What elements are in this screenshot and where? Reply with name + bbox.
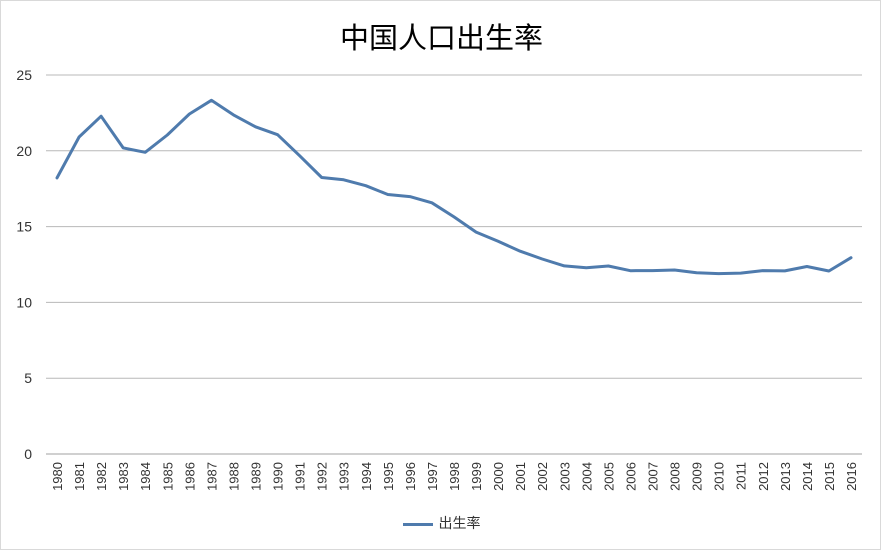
x-tick-label: 2015 [822, 462, 837, 491]
x-tick-label: 1985 [160, 462, 175, 491]
y-tick-label: 25 [16, 67, 32, 83]
x-tick-label: 1994 [359, 462, 374, 491]
x-tick-label: 2013 [778, 462, 793, 491]
x-tick-label: 2016 [844, 462, 859, 491]
x-tick-label: 2000 [491, 462, 506, 491]
x-tick-label: 2002 [535, 462, 550, 491]
x-tick-label: 1998 [447, 462, 462, 491]
x-tick-label: 1990 [271, 462, 286, 491]
x-tick-label: 2010 [712, 462, 727, 491]
legend-swatch [402, 522, 433, 526]
series-line [55, 98, 853, 276]
y-tick-label: 0 [24, 446, 32, 462]
y-tick-label: 20 [16, 143, 32, 159]
x-tick-label: 1996 [403, 462, 418, 491]
x-tick-label: 2004 [579, 462, 594, 491]
x-tick-label: 1982 [94, 462, 109, 491]
x-tick-label: 2009 [690, 462, 705, 491]
x-tick-label: 1980 [50, 462, 65, 491]
x-tick-label: 1989 [249, 462, 264, 491]
legend: 出生率 [1, 513, 881, 533]
x-tick-label: 1991 [293, 462, 308, 491]
y-tick-label: 15 [16, 219, 32, 235]
x-tick-label: 2012 [756, 462, 771, 491]
x-tick-label: 1992 [315, 462, 330, 491]
x-tick-label: 1984 [138, 462, 153, 491]
x-tick-label: 1981 [72, 462, 87, 491]
chart-title: 中国人口出生率 [339, 21, 543, 55]
x-tick-label: 1986 [182, 462, 197, 491]
x-tick-label: 2003 [557, 462, 572, 491]
x-tick-label: 2014 [800, 462, 815, 491]
x-tick-label: 1983 [116, 462, 131, 491]
x-tick-label: 1995 [381, 462, 396, 491]
y-tick-label: 10 [16, 294, 32, 310]
x-tick-label: 2008 [668, 462, 683, 491]
x-tick-label: 1999 [469, 462, 484, 491]
x-tick-label: 1993 [337, 462, 352, 491]
y-tick-label: 5 [24, 370, 32, 386]
x-tick-label: 2005 [601, 462, 616, 491]
x-tick-label: 2001 [513, 462, 528, 491]
x-tick-label: 1997 [425, 462, 440, 491]
x-tick-label: 2011 [734, 462, 749, 490]
x-tick-label: 1988 [226, 462, 241, 491]
legend-label: 出生率 [438, 516, 481, 532]
x-tick-label: 2007 [645, 462, 660, 491]
x-tick-label: 1987 [204, 462, 219, 491]
x-tick-label: 2006 [623, 462, 638, 491]
